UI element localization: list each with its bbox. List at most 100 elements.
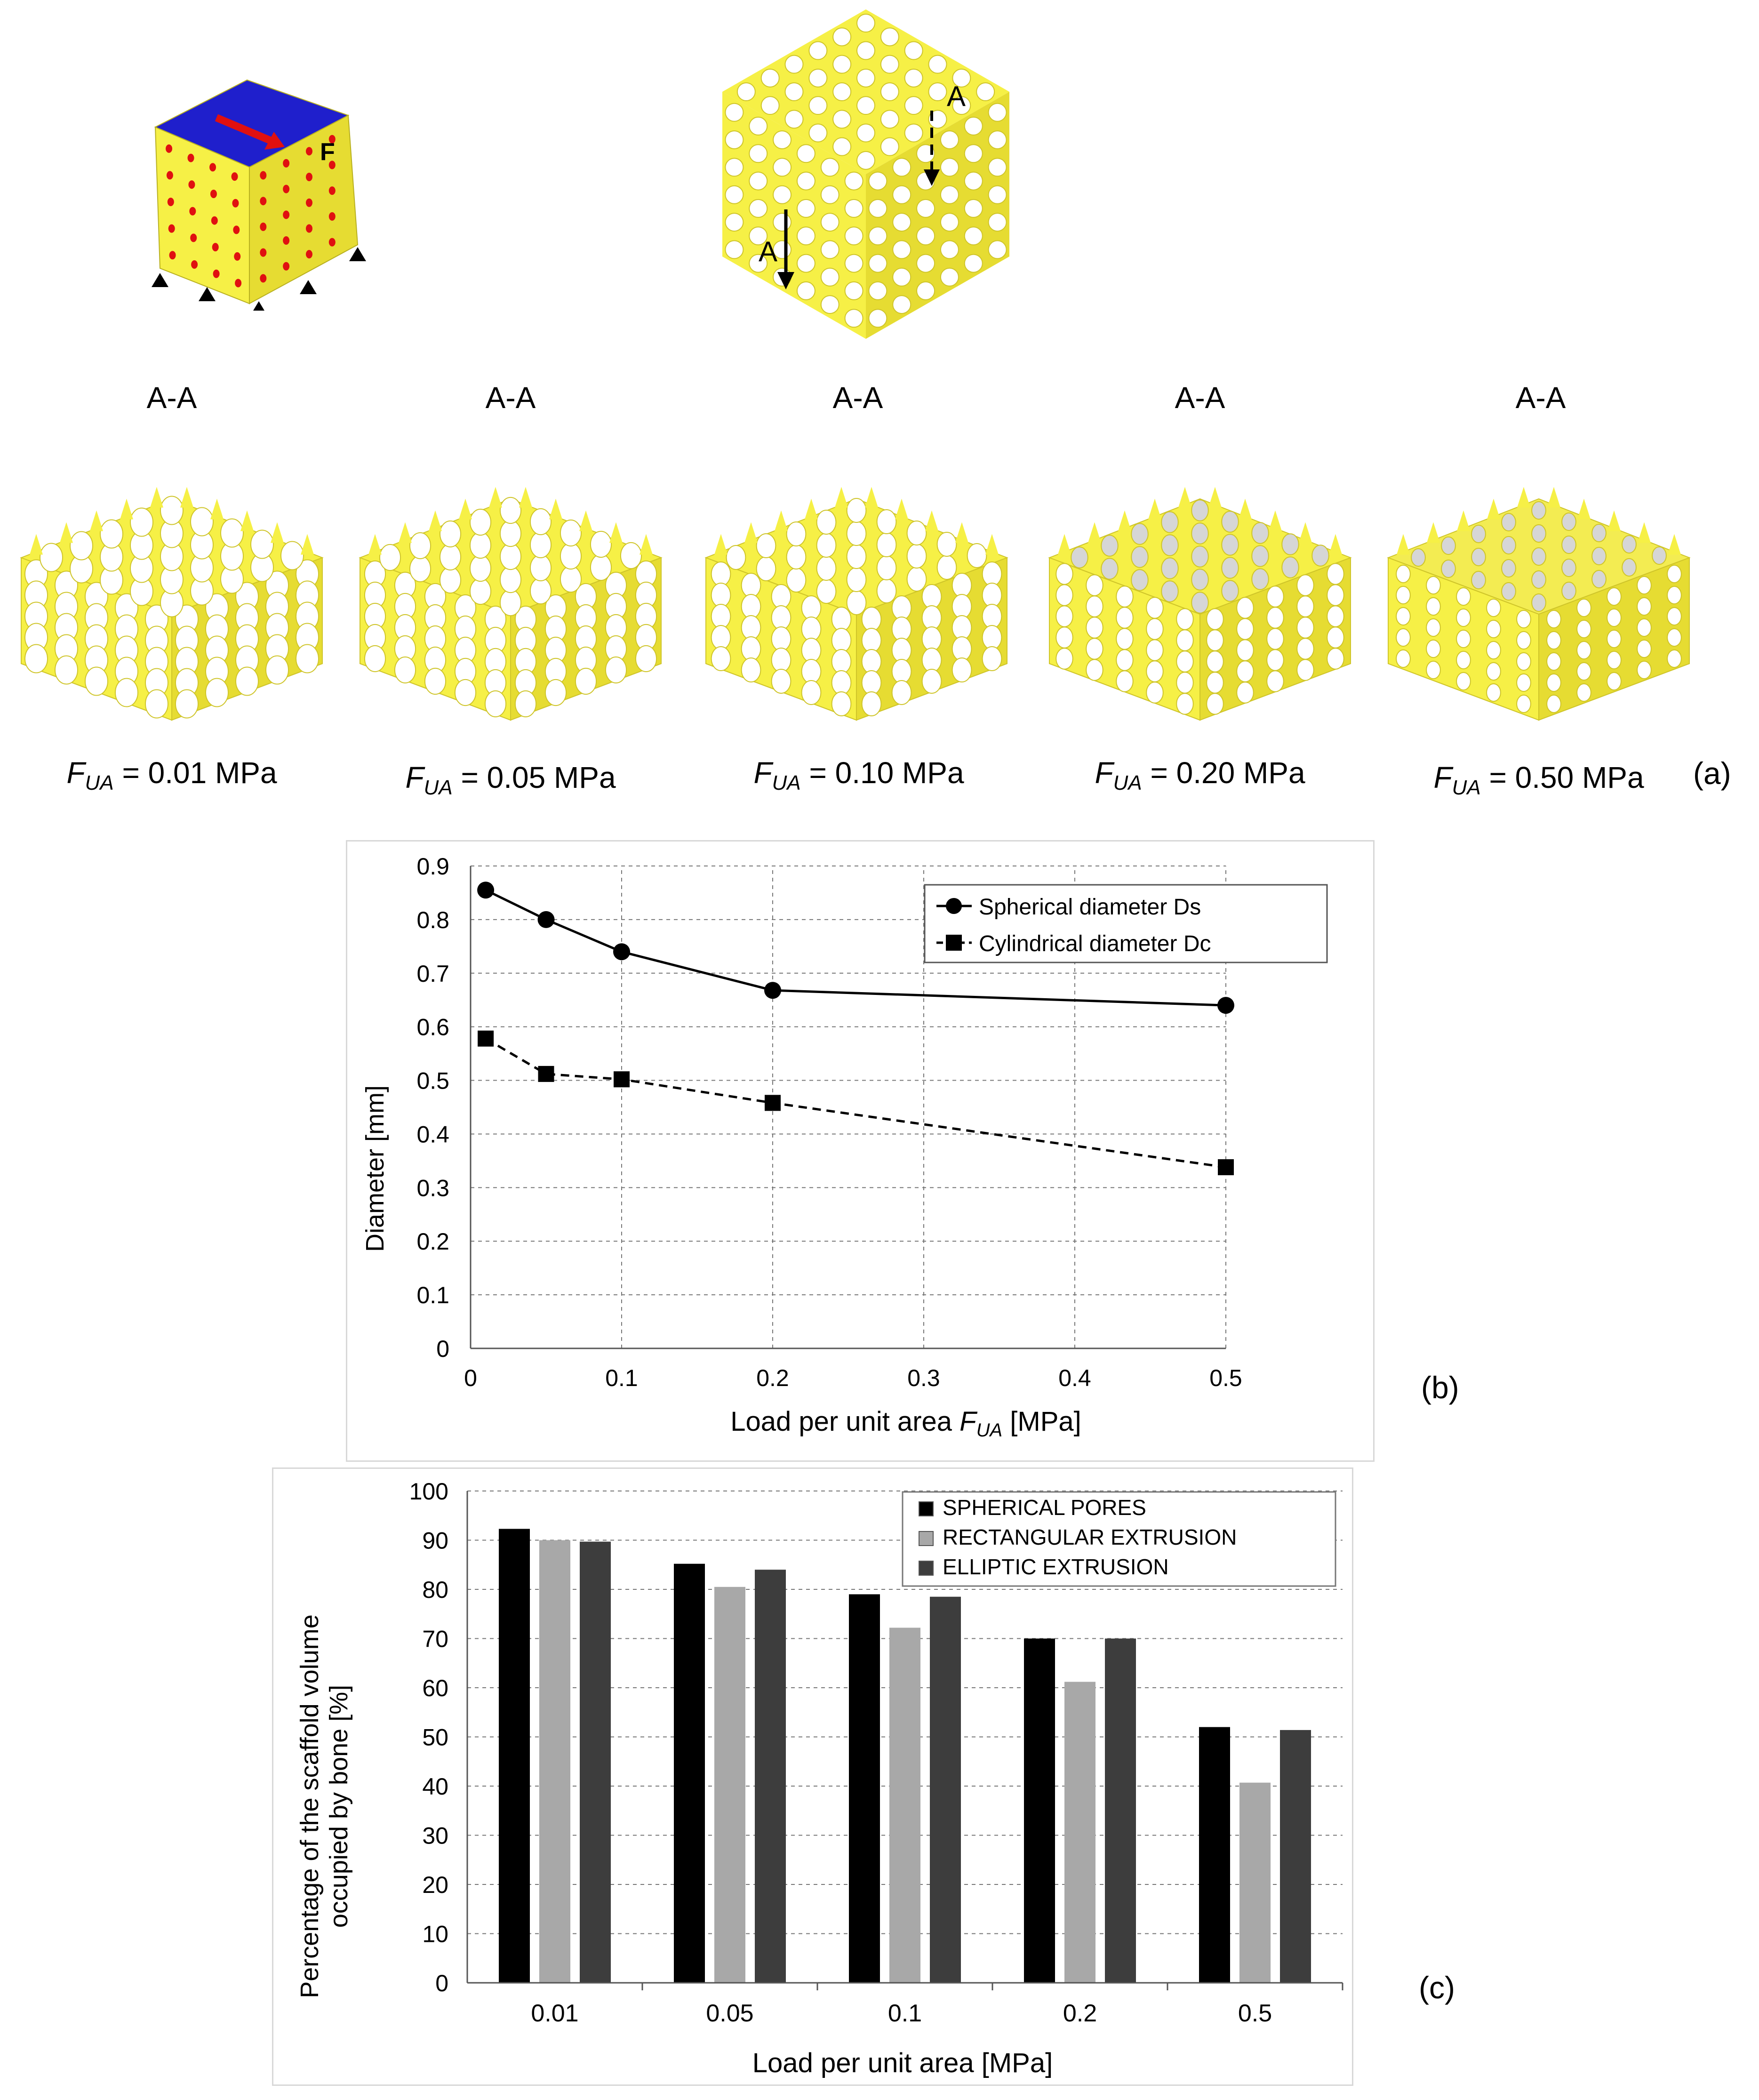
section-pore xyxy=(1251,522,1269,544)
section-pore xyxy=(951,657,972,682)
section-pore xyxy=(1516,673,1531,692)
section-pore xyxy=(1161,580,1179,602)
y-tick-label: 0.4 xyxy=(416,1121,449,1147)
section-pore xyxy=(951,636,972,661)
pore xyxy=(725,185,744,204)
section-pore xyxy=(1101,535,1119,557)
section-pore xyxy=(891,659,912,684)
section-pore xyxy=(1327,648,1344,670)
section-pore xyxy=(1055,648,1073,670)
axes xyxy=(470,866,1226,1349)
section-marker-top: A xyxy=(947,80,966,112)
section-pore xyxy=(861,607,882,632)
pore xyxy=(904,123,923,143)
section-pore xyxy=(771,605,792,630)
section-pore xyxy=(891,680,912,705)
section-pore xyxy=(1622,535,1637,554)
pore xyxy=(832,82,852,101)
pore xyxy=(820,185,840,204)
pore xyxy=(820,240,840,259)
series-cylindrical-diameter xyxy=(478,1030,1234,1176)
pore xyxy=(856,123,875,143)
load-dot xyxy=(328,160,336,169)
section-pore xyxy=(1086,638,1103,660)
section-spike xyxy=(1178,487,1191,508)
section-pore xyxy=(1161,534,1179,556)
pore xyxy=(868,226,887,246)
legend-swatch-elliptic xyxy=(919,1561,934,1576)
section-spike xyxy=(150,487,163,508)
section-pore xyxy=(1561,535,1576,554)
pore xyxy=(796,144,816,163)
section-pore xyxy=(1296,574,1314,596)
section-pore xyxy=(1637,660,1652,680)
section-pore xyxy=(544,679,567,706)
bar-rectangular-extrusion xyxy=(1239,1782,1271,1983)
load-dot xyxy=(166,144,173,153)
section-pore xyxy=(921,669,942,694)
load-value: = 0.05 MPa xyxy=(452,761,616,794)
panel-c-frame xyxy=(272,1467,1353,2086)
pore xyxy=(808,68,828,88)
section-pore xyxy=(1607,608,1622,627)
pore xyxy=(725,213,744,232)
section-pore xyxy=(801,595,822,620)
force-label: F xyxy=(320,138,335,166)
section-pore xyxy=(861,670,882,695)
bar-spherical-pores xyxy=(849,1594,880,1983)
section-pore xyxy=(1396,564,1411,584)
load-dot xyxy=(328,212,336,221)
axes xyxy=(466,1491,1343,1990)
bar-group-0.05 xyxy=(674,1563,786,1983)
y-tick-labels: 0 10 20 30 40 50 60 70 80 90 100 xyxy=(409,1478,448,1996)
y-tick-label: 0 xyxy=(436,1336,449,1362)
section-pore xyxy=(982,625,1002,650)
bone-volume-bar-chart: 0 10 20 30 40 50 60 70 80 90 100 0.01 0.05 0.1 0.2 0.5… xyxy=(296,1478,1343,2078)
load-dot xyxy=(187,153,194,162)
y-tick-label: 0.8 xyxy=(416,907,449,933)
section-pore xyxy=(1191,522,1209,545)
section-pore xyxy=(1591,523,1607,543)
load-subscript: UA xyxy=(772,771,801,794)
load-dot xyxy=(189,207,196,216)
pore xyxy=(880,82,899,101)
data-point xyxy=(477,882,495,899)
section-spike xyxy=(640,534,653,555)
section-pore xyxy=(861,628,882,653)
section-pore xyxy=(756,533,776,558)
section-pore xyxy=(921,626,942,651)
section-pore xyxy=(499,497,522,524)
data-point xyxy=(613,943,630,961)
pore xyxy=(892,295,911,314)
load-dot xyxy=(260,248,267,257)
section-pore xyxy=(876,578,897,603)
pore xyxy=(844,171,864,191)
section-spike xyxy=(1208,487,1222,508)
section-spike xyxy=(1427,522,1440,543)
bar-group-0.5 xyxy=(1199,1727,1311,1983)
section-pore xyxy=(1146,597,1164,619)
bar-rectangular-extrusion xyxy=(714,1587,745,1983)
section-pore xyxy=(235,666,259,696)
section-pore xyxy=(771,626,792,651)
y-tick-label: 60 xyxy=(422,1675,448,1701)
section-pore xyxy=(846,521,867,546)
section-spike xyxy=(519,487,532,508)
section-pore xyxy=(1281,556,1299,578)
x-tick-label: 0 xyxy=(464,1365,477,1391)
section-pore xyxy=(816,579,837,604)
section-pore xyxy=(1131,546,1149,568)
section-pore xyxy=(1411,548,1426,567)
section-pore xyxy=(831,691,852,716)
section-pore xyxy=(921,605,942,630)
pore xyxy=(820,213,840,232)
section-pore xyxy=(982,561,1002,586)
panel-b-frame xyxy=(346,840,1375,1462)
section-pore xyxy=(1501,582,1516,601)
pore xyxy=(952,96,971,115)
pore xyxy=(940,185,959,204)
section-pore xyxy=(1327,626,1344,649)
series-line xyxy=(485,1037,1226,1169)
section-pore xyxy=(439,543,462,571)
section-pore xyxy=(1546,652,1561,671)
